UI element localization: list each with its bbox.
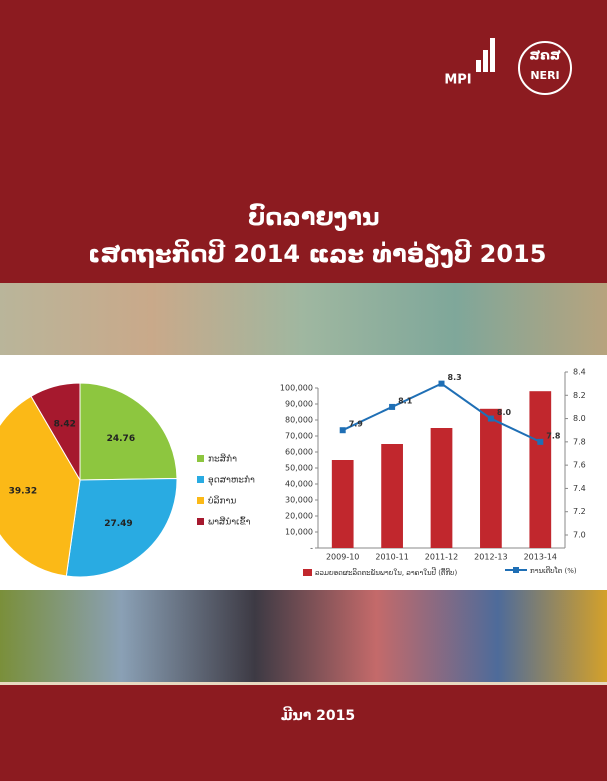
- line-marker: [487, 415, 494, 422]
- legend-swatch: [303, 569, 312, 576]
- legend-swatch: [197, 476, 204, 483]
- y2-tick-label: 7.0: [573, 531, 586, 540]
- legend-label: ລວມຍອດຜະລິດຕະພັນພາຍໃນ, ລາຄາໃນປີ (ຕື້ກີບ): [315, 567, 458, 577]
- pie-slice: [30, 382, 81, 482]
- pie-slice: [65, 478, 178, 578]
- legend-label: ການເຕີບໂຕ (%): [530, 566, 577, 575]
- value-label: 8.0: [497, 408, 512, 417]
- legend-swatch: [197, 518, 204, 525]
- bar: [430, 428, 453, 548]
- legend-label: ພາສີນຳເຂົ້າ: [208, 516, 251, 527]
- title-line: ເສດຖະກິດປີ 2014 ແລະ ທ່າອ່ຽງປີ 2015: [88, 237, 546, 268]
- slice-label: 27.49: [104, 519, 132, 529]
- y-tick-label: 50,000: [285, 464, 313, 473]
- slice-label: 8.42: [54, 419, 76, 429]
- value-label: 7.8: [546, 431, 561, 440]
- y-tick-label: 30,000: [285, 496, 313, 505]
- y-tick-label: 60,000: [285, 448, 313, 457]
- x-tick-label: 2009-10: [326, 553, 359, 562]
- y2-tick-label: 7.2: [573, 507, 586, 516]
- y2-tick-label: 8.4: [573, 368, 586, 377]
- x-tick-label: 2010-11: [375, 553, 408, 562]
- mpi-logo: MPI: [444, 38, 495, 88]
- legend-label: ອຸດສາຫະກຳ: [208, 475, 255, 486]
- title-line: ບົດລາຍງານ: [248, 203, 380, 231]
- x-tick-label: 2013-14: [524, 553, 557, 562]
- logo-text: MPI: [444, 73, 471, 88]
- pie-chart: 24.76 ກະສິກຳ 27.49 ອຸດສາຫະກຳ 39.32 ບໍລິການ 8.4…: [0, 382, 255, 578]
- legend-swatch: [197, 497, 204, 504]
- pie-slice: [0, 395, 81, 577]
- logo-ring: [518, 41, 572, 95]
- y-tick-label: -: [310, 544, 313, 553]
- y-tick-label: 20,000: [285, 512, 313, 521]
- bar: [529, 391, 552, 548]
- y-tick-label: 90,000: [285, 400, 313, 409]
- line-marker: [438, 380, 445, 387]
- y2-tick-label: 8.0: [573, 414, 586, 423]
- y-tick-label: 70,000: [285, 432, 313, 441]
- legend-label: ກະສິກຳ: [208, 453, 237, 464]
- slice-label: 24.76: [107, 434, 135, 444]
- bar: [331, 460, 354, 548]
- photo-strip: [0, 590, 607, 682]
- bar: [480, 408, 502, 548]
- line-marker: [339, 427, 346, 434]
- banknote-photo: [0, 283, 607, 355]
- x-tick-label: 2012-13: [474, 553, 507, 562]
- value-label: 7.9: [349, 420, 364, 429]
- legend-swatch: [197, 455, 204, 462]
- y-tick-label: 10,000: [285, 528, 313, 537]
- x-tick-label: 2011-12: [425, 553, 458, 562]
- y-tick-label: 80,000: [285, 416, 313, 425]
- logo-bar: [483, 50, 488, 72]
- y2-tick-label: 8.2: [573, 391, 586, 400]
- y-tick-label: 40,000: [285, 480, 313, 489]
- logo-text: ສຄສ: [529, 49, 560, 64]
- pie-slice: [79, 382, 178, 481]
- legend-marker: [513, 567, 519, 573]
- value-label: 8.1: [398, 396, 413, 405]
- y2-tick-label: 7.4: [573, 484, 586, 493]
- logo-bar: [476, 60, 481, 72]
- line-marker: [389, 403, 396, 410]
- logo-text: NERI: [530, 69, 559, 82]
- combo-chart: - 10,000 20,000 30,000 40,000 50,000 60,000 70,…: [280, 368, 586, 578]
- bar: [381, 444, 403, 548]
- value-label: 8.3: [448, 373, 462, 382]
- logo-bar: [490, 38, 495, 72]
- y2-tick-label: 7.8: [573, 437, 586, 446]
- legend-label: ບໍລິການ: [208, 495, 236, 506]
- line-marker: [537, 438, 544, 445]
- y2-tick-label: 7.6: [573, 461, 586, 470]
- neri-logo: ສຄສ NERI: [518, 41, 572, 95]
- date: ມີນາ 2015: [281, 706, 355, 724]
- divider: [0, 682, 607, 685]
- slice-label: 39.32: [9, 487, 37, 497]
- y-tick-label: 100,000: [280, 384, 313, 393]
